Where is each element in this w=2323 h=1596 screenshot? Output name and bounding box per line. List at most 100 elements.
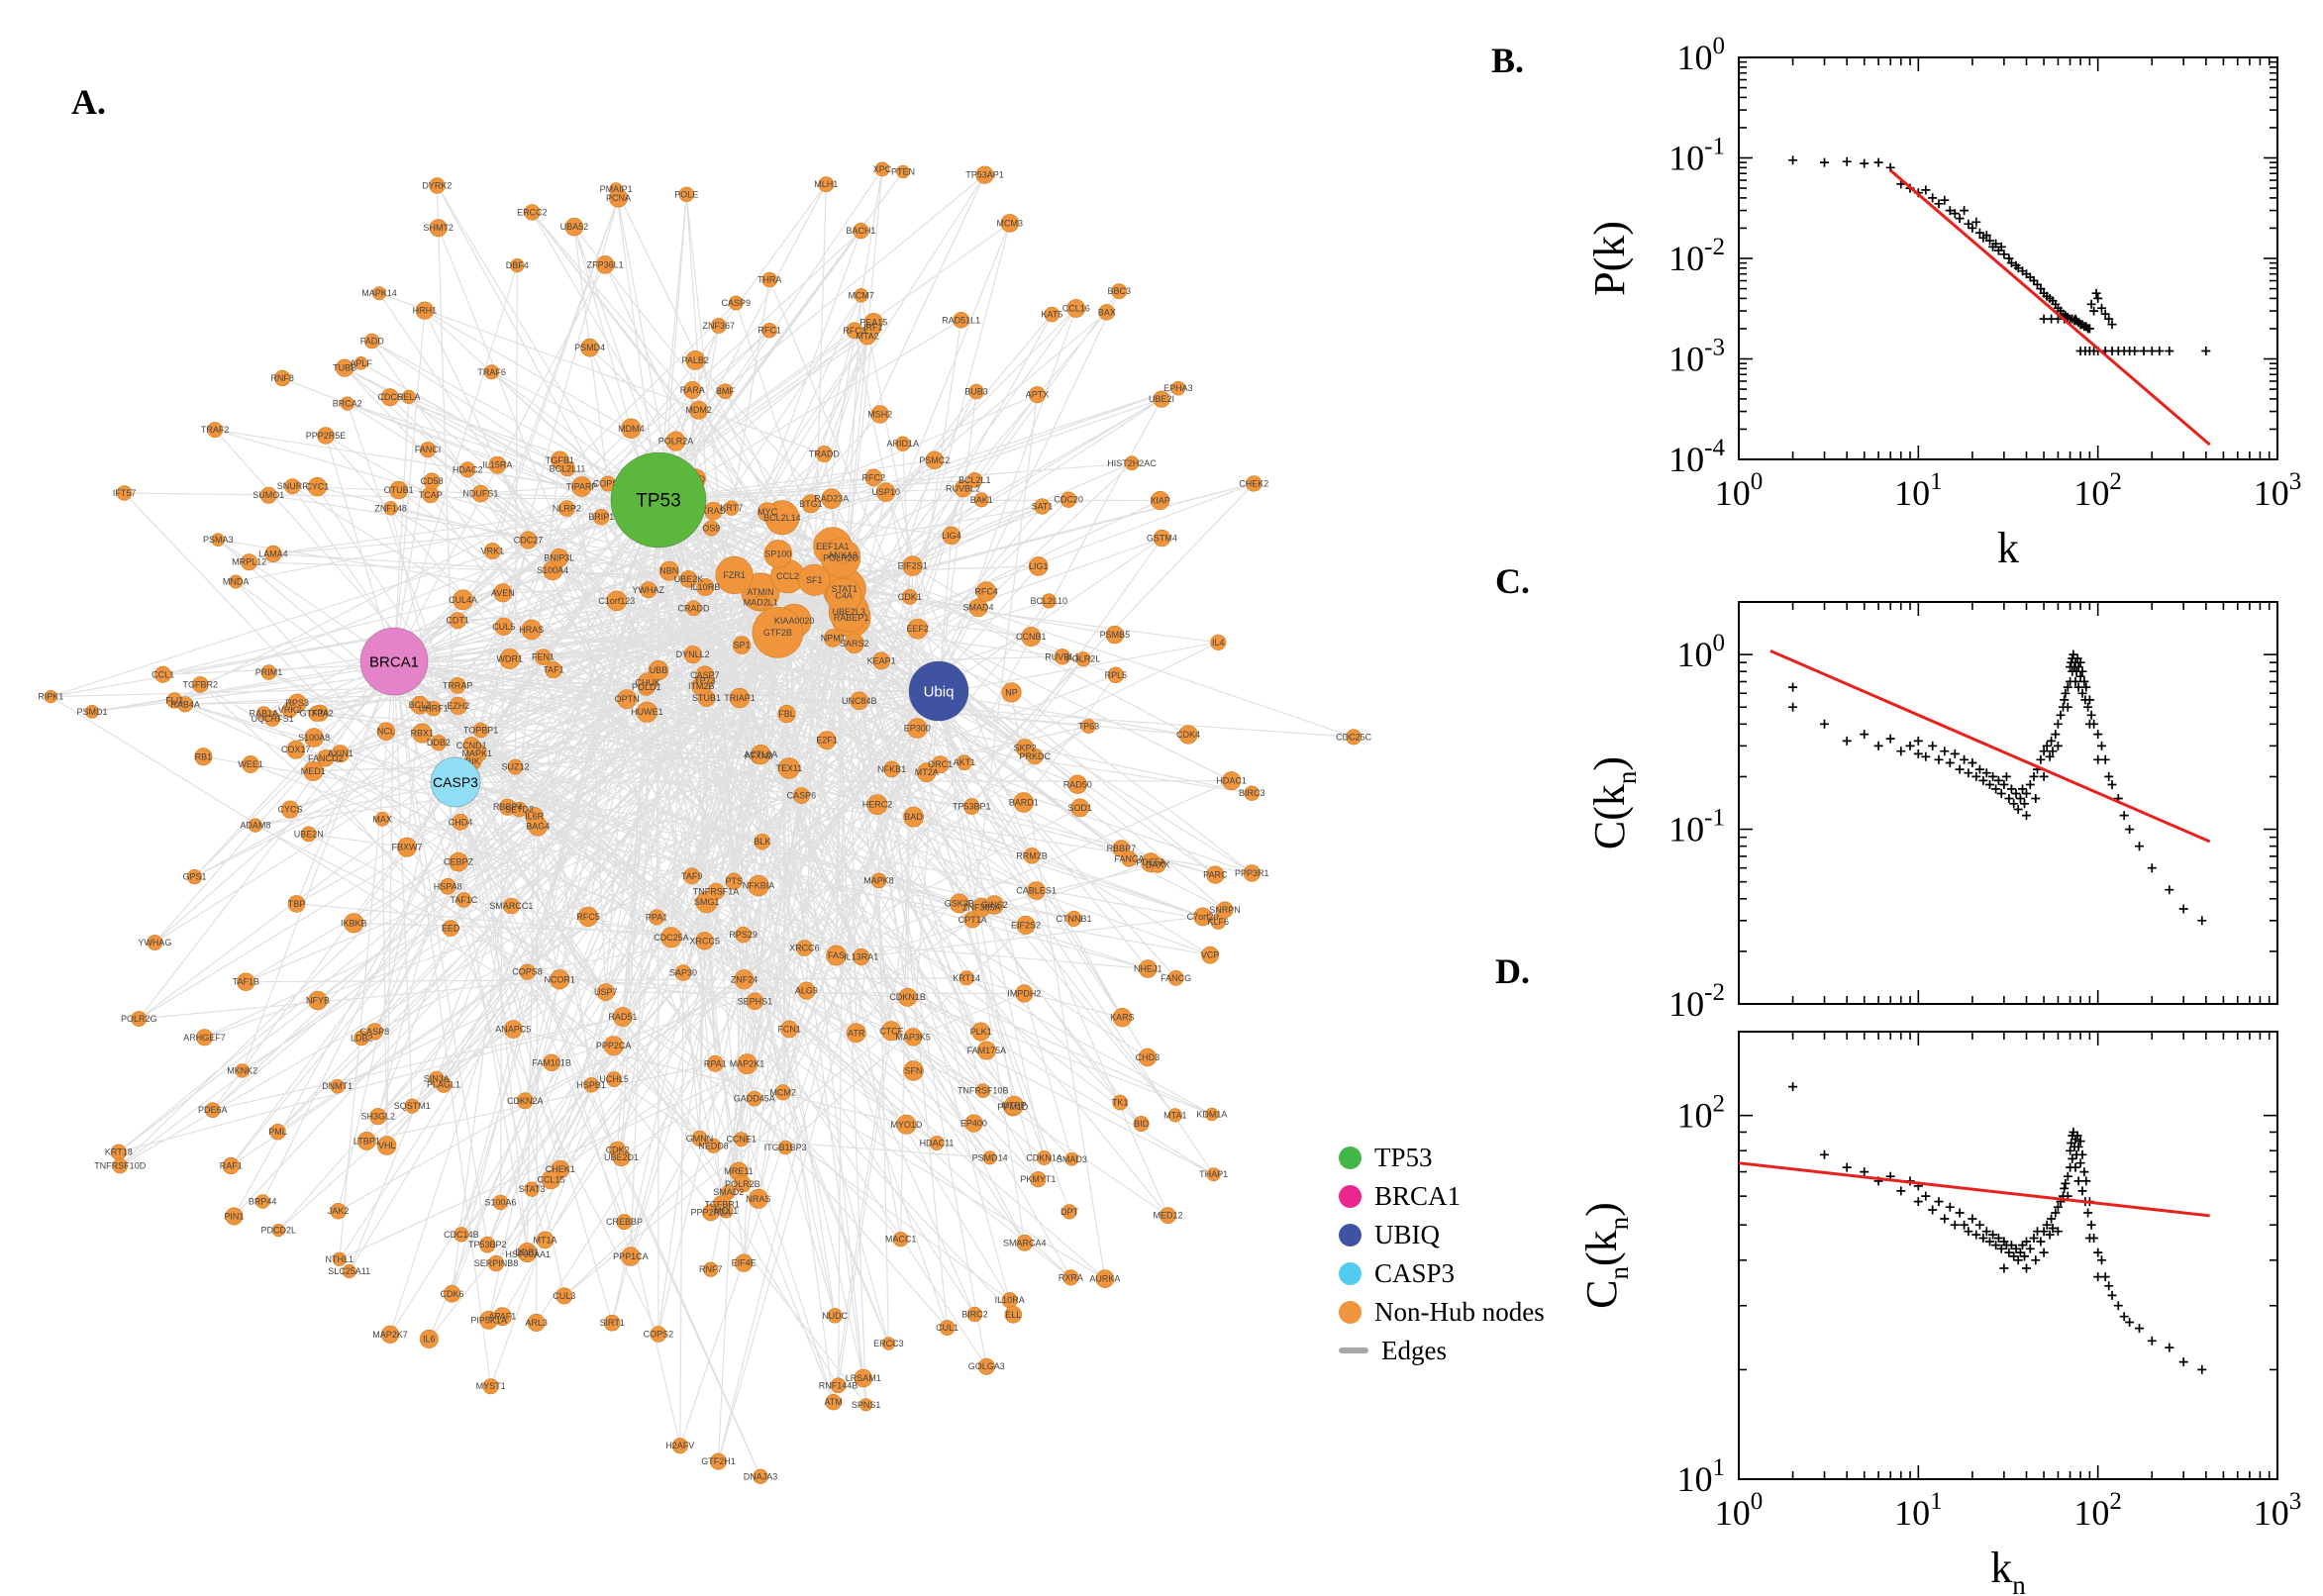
node-label: XRCC5 (689, 936, 720, 946)
network-node (896, 164, 910, 179)
network-node (903, 806, 925, 828)
network-node (984, 895, 1004, 915)
network-node (192, 676, 209, 693)
node-label: SOD1 (1067, 803, 1092, 813)
svg-text:10-3: 10-3 (1668, 335, 1725, 379)
network-node (225, 1207, 244, 1226)
network-node (916, 762, 937, 783)
network-node (419, 1329, 439, 1348)
node-label: GPS1 (182, 872, 206, 882)
legend-label: TP53 (1374, 1142, 1433, 1172)
network-node (336, 358, 354, 377)
network-node (308, 705, 325, 722)
svg-text:102: 102 (2073, 468, 2122, 513)
network-node (709, 1452, 727, 1470)
network-node (520, 1247, 537, 1263)
network-node (429, 219, 448, 238)
network-node (1081, 719, 1096, 734)
node-label: MED1 (301, 766, 326, 776)
node-label: LIG1 (1029, 561, 1049, 571)
svg-text:C(kn): C(kn) (1585, 756, 1642, 849)
network-node (354, 1030, 370, 1047)
node-label: AXIN1 (328, 748, 354, 758)
network-node (846, 1023, 866, 1044)
node-label: RFC2 (862, 472, 886, 482)
network-node (821, 488, 843, 510)
network-node (429, 1070, 445, 1087)
network-node (1170, 380, 1186, 396)
node-label: TAF1B (233, 977, 259, 987)
node-label: BID (1134, 1119, 1150, 1129)
node-label: NBN (659, 566, 678, 576)
network-node (1064, 1151, 1079, 1166)
legend-item: BRCA1 (1339, 1181, 1545, 1211)
node-label: CHEK2 (1239, 478, 1268, 488)
network-node (902, 555, 923, 576)
network-node (596, 983, 615, 1002)
network-node (826, 577, 862, 614)
network-node (317, 427, 335, 445)
node-label: C1orf123 (598, 596, 635, 606)
panel-c-label: C. (1495, 561, 1530, 601)
network-node (536, 1231, 555, 1249)
network-node (1150, 490, 1170, 511)
node-label: APTX (1026, 390, 1050, 400)
node-label: PIP5K1A (470, 1315, 507, 1325)
node-label: NFYB (306, 996, 330, 1006)
node-label: FZR1 (723, 570, 746, 580)
network-node (1041, 593, 1057, 609)
node-label: PPP2R5E (306, 431, 347, 441)
node-label: SMAD3 (1057, 1154, 1087, 1164)
node-label: KRT18 (105, 1147, 133, 1157)
node-label: GTF3A2 (300, 709, 334, 719)
node-label: CCND1 (456, 741, 487, 750)
node-label: C4A (835, 591, 853, 601)
network-node (1030, 1171, 1047, 1188)
network-node (725, 872, 743, 890)
network-node (844, 633, 864, 653)
network-node (942, 526, 961, 546)
network-node (975, 165, 994, 184)
node-label: RBBP4 (493, 802, 523, 812)
network-node (679, 570, 698, 588)
network-node (966, 471, 983, 488)
node-label: FAS (828, 950, 845, 960)
network-node (898, 987, 918, 1007)
legend-label: Edges (1381, 1335, 1447, 1365)
network-node (858, 1398, 873, 1412)
plot-degree-distribution: 100 101 102 103 10-4 10-3 10-2 10-1 100 k P(k) (1541, 12, 2323, 588)
legend-node-swatch (1339, 1184, 1362, 1208)
node-label: MCM3 (997, 218, 1024, 228)
network-node (1149, 856, 1166, 873)
panel-b-label: B. (1491, 41, 1525, 80)
node-label: RIPK1 (38, 692, 63, 702)
network-node (674, 964, 692, 981)
node-label: RNF144B (819, 1380, 858, 1390)
network-node (1222, 771, 1242, 791)
network-node (380, 1325, 400, 1344)
node-label: CUL5 (492, 622, 515, 632)
network-node (830, 1377, 847, 1394)
network-node (1061, 1204, 1077, 1220)
network-node (256, 706, 271, 721)
network-node (853, 223, 869, 240)
network-node (753, 1468, 768, 1485)
node-label: SETD2 (505, 805, 534, 815)
network-node (507, 758, 524, 775)
network-node (1013, 792, 1034, 813)
svg-text:101: 101 (1677, 1454, 1726, 1499)
svg-text:10-4: 10-4 (1668, 435, 1725, 479)
legend-label: UBIQ (1374, 1219, 1440, 1249)
network-node (308, 990, 328, 1011)
network-node (564, 217, 584, 237)
network-node (443, 1285, 461, 1303)
network-node (472, 722, 489, 739)
network-node (636, 701, 658, 723)
node-label: GSTM4 (1147, 534, 1177, 544)
network-node (925, 450, 944, 469)
scatter-points (1788, 1082, 2207, 1374)
network-node (271, 1223, 285, 1238)
network-node (449, 851, 468, 872)
node-label: ALG9 (795, 986, 818, 996)
